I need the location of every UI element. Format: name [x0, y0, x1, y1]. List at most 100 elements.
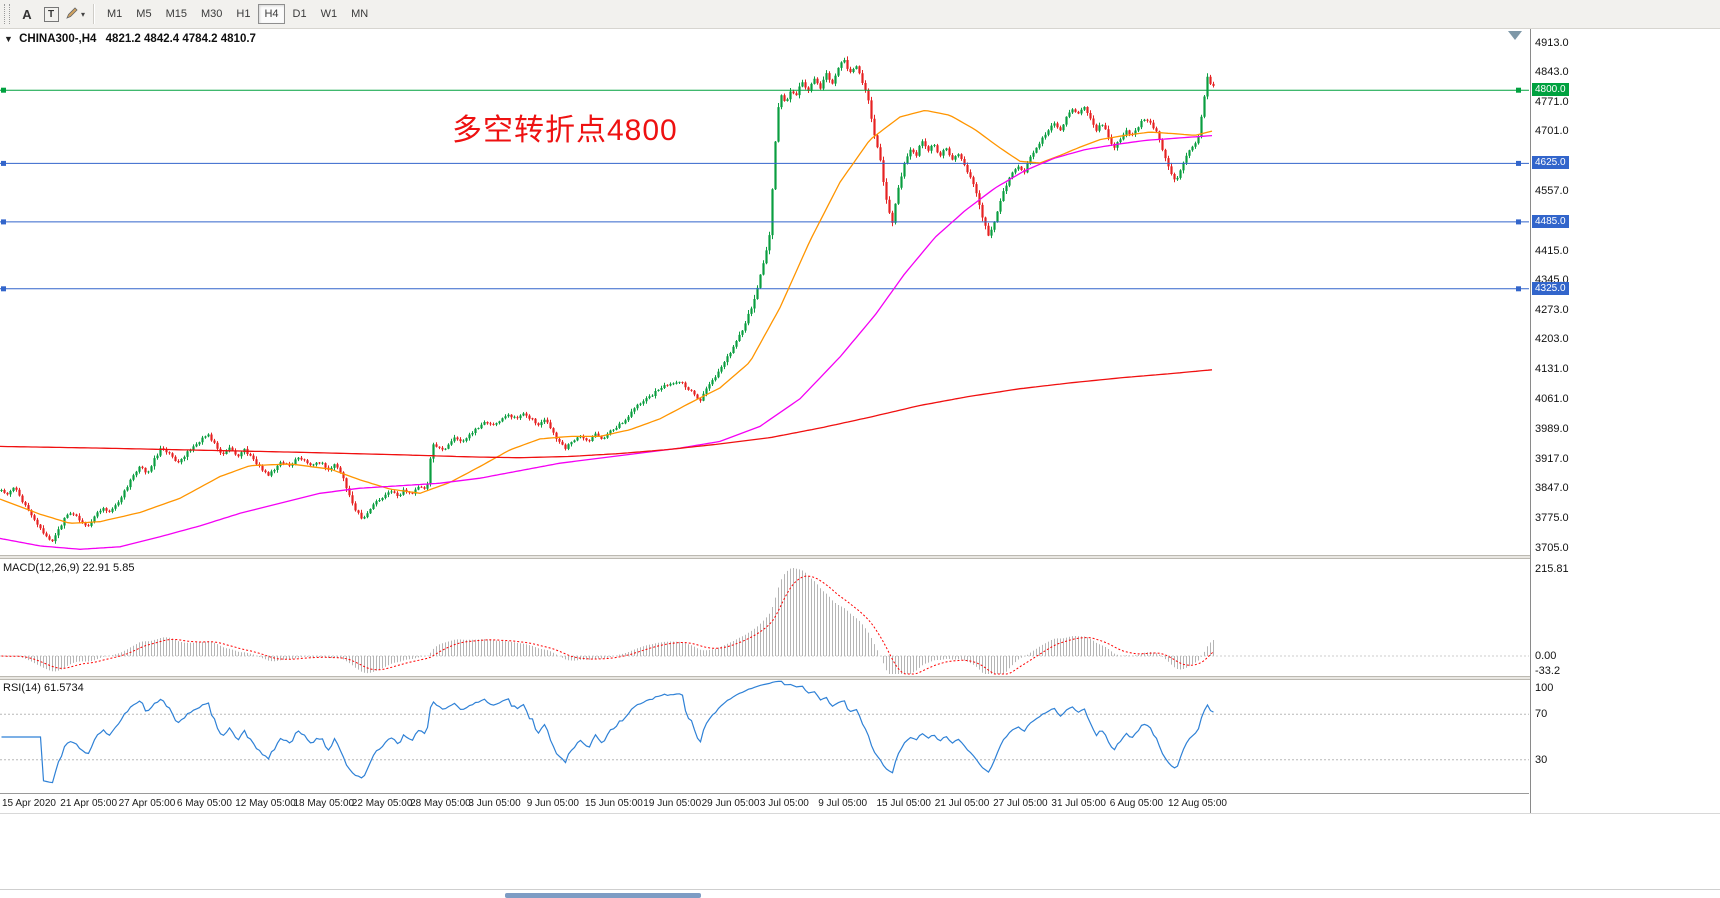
time-axis-label: 21 Apr 05:00 [60, 798, 118, 809]
time-axis-label: 19 Jun 05:00 [643, 798, 702, 809]
timeframe-button-m5[interactable]: M5 [130, 4, 157, 24]
price-axis-label: 3917.0 [1535, 452, 1569, 465]
line-handle-right[interactable] [1516, 286, 1521, 292]
indicator-axis-label: 215.81 [1535, 563, 1569, 575]
chart-title: ▼ CHINA300-,H4 4821.2 4842.4 4784.2 4810… [4, 33, 256, 45]
price-axis-label: 4913.0 [1535, 36, 1569, 49]
timeframe-button-d1[interactable]: D1 [287, 4, 313, 24]
time-axis-label: 15 Jul 05:00 [876, 798, 932, 809]
macd-panel[interactable]: MACD(12,26,9) 22.91 5.85 [0, 560, 1529, 676]
chart-ohlc-values: 4821.2 4842.4 4784.2 4810.7 [105, 33, 256, 45]
timeframe-button-m15[interactable]: M15 [160, 4, 193, 24]
timeframe-button-h4[interactable]: H4 [258, 4, 285, 24]
time-axis-label: 3 Jul 05:00 [759, 798, 809, 809]
timeframe-button-m1[interactable]: M1 [101, 4, 128, 24]
time-axis-label: 22 May 05:00 [351, 798, 413, 809]
price-tag-4325: 4325.0 [1532, 281, 1569, 295]
time-axis-label: 15 Apr 2020 [2, 798, 56, 809]
price-axis-label: 4771.0 [1535, 95, 1569, 108]
horizontal-scrollbar[interactable] [0, 889, 1720, 898]
scrollbar-thumb[interactable] [505, 893, 701, 898]
rsi-line [1, 680, 1214, 784]
pencil-icon [65, 6, 79, 23]
ma-slow-red-line [0, 369, 1213, 459]
ma-fast-orange-line [0, 109, 1213, 524]
macd-signal-line [1, 575, 1214, 675]
caret-down-icon: ▾ [80, 9, 85, 19]
line-handle-right[interactable] [1516, 87, 1521, 93]
rsi-panel[interactable]: RSI(14) 61.5734 [0, 680, 1529, 794]
price-axis-label: 4061.0 [1535, 392, 1569, 405]
time-axis-label: 27 Apr 05:00 [118, 798, 176, 809]
timeframe-button-m30[interactable]: M30 [195, 4, 228, 24]
price-axis-label: 4203.0 [1535, 333, 1569, 346]
price-tag-4625: 4625.0 [1532, 156, 1569, 170]
horizontal-line-4485[interactable] [0, 219, 1529, 225]
price-axis-label: 3989.0 [1535, 422, 1569, 435]
price-axis-label: 4701.0 [1535, 125, 1569, 138]
candlestick-chart-canvas[interactable] [0, 29, 1529, 555]
macd-indicator-label: MACD(12,26,9) 22.91 5.85 [3, 562, 135, 574]
line-handle-left[interactable] [1, 87, 6, 93]
price-axis-label: 3705.0 [1535, 541, 1569, 554]
draw-tool-button[interactable]: ▾ [63, 3, 87, 25]
price-axis-label: 4273.0 [1535, 304, 1569, 317]
time-axis-label: 9 Jun 05:00 [526, 798, 579, 809]
time-axis-label: 27 Jul 05:00 [993, 798, 1048, 809]
time-axis-label: 6 Aug 05:00 [1109, 798, 1164, 809]
up-candle-bodies [0, 60, 1209, 542]
text-label-tool-label: T [43, 6, 59, 22]
price-axis-label: 4557.0 [1535, 185, 1569, 198]
indicator-axis-label: 30 [1535, 754, 1548, 766]
price-axis-label: 3847.0 [1535, 482, 1569, 495]
timeframe-button-mn[interactable]: MN [345, 4, 374, 24]
line-handle-left[interactable] [1, 160, 6, 166]
price-tag-4800: 4800.0 [1532, 83, 1569, 97]
horizontal-line-4800[interactable] [0, 87, 1529, 93]
macd-chart-canvas [0, 568, 1529, 675]
timeframe-button-h1[interactable]: H1 [230, 4, 256, 24]
price-axis-label: 4843.0 [1535, 65, 1569, 78]
time-axis-label: 29 Jun 05:00 [701, 798, 760, 809]
price-axis-label: 4131.0 [1535, 363, 1569, 376]
line-handle-left[interactable] [1, 286, 6, 292]
time-axis-label: 18 May 05:00 [293, 798, 355, 809]
time-axis-label: 3 Jun 05:00 [468, 798, 521, 809]
chart-symbol-period: CHINA300-,H4 [19, 33, 97, 45]
toolbar-grip[interactable] [4, 4, 10, 24]
chart-bottom-border [0, 813, 1720, 814]
price-tag-4485: 4485.0 [1532, 214, 1569, 228]
text-cursor-tool-button[interactable]: A [15, 3, 39, 25]
horizontal-line-4325[interactable] [0, 286, 1529, 292]
ma-mid-magenta-line [0, 134, 1213, 550]
price-axis[interactable]: 4913.0 4843.0 4771.0 4701.0 4557.0 4415.0 4345… [1530, 29, 1720, 814]
time-axis-label: 12 May 05:00 [235, 798, 296, 809]
panel-splitter[interactable] [0, 676, 1720, 680]
macd-histogram [4, 568, 1214, 674]
line-handle-right[interactable] [1516, 160, 1521, 166]
rsi-indicator-label: RSI(14) 61.5734 [3, 682, 84, 694]
time-axis-label: 6 May 05:00 [176, 798, 232, 809]
horizontal-line-4625[interactable] [0, 160, 1529, 166]
timeframe-button-w1[interactable]: W1 [315, 4, 344, 24]
time-axis[interactable]: 15 Apr 2020 21 Apr 05:00 27 Apr 05:00 6 May… [0, 795, 1529, 813]
text-label-tool-button[interactable]: T [39, 3, 63, 25]
panel-splitter[interactable] [0, 555, 1720, 559]
indicator-axis-label: -33.2 [1535, 665, 1561, 677]
time-axis-label: 12 Aug 05:00 [1168, 798, 1227, 809]
chart-annotation-text[interactable]: 多空转折点4800 [452, 114, 678, 147]
time-axis-label: 15 Jun 05:00 [585, 798, 643, 809]
one-click-trading-toggle[interactable]: ▼ [4, 34, 13, 44]
rsi-chart-canvas [0, 680, 1529, 784]
indicator-axis-label: 100 [1535, 682, 1554, 694]
line-handle-left[interactable] [1, 219, 6, 225]
time-axis-label: 21 Jul 05:00 [934, 798, 990, 809]
timeframe-button-group: M1 M5 M15 M30 H1 H4 D1 W1 MN [100, 4, 375, 24]
line-handle-right[interactable] [1516, 219, 1521, 225]
chart-shift-marker [1508, 31, 1522, 40]
main-chart[interactable]: ▼ CHINA300-,H4 4821.2 4842.4 4784.2 4810… [0, 29, 1529, 555]
time-axis-label: 28 May 05:00 [410, 798, 471, 809]
indicator-axis-label: 0.00 [1535, 650, 1557, 662]
time-axis-label: 9 Jul 05:00 [818, 798, 868, 809]
